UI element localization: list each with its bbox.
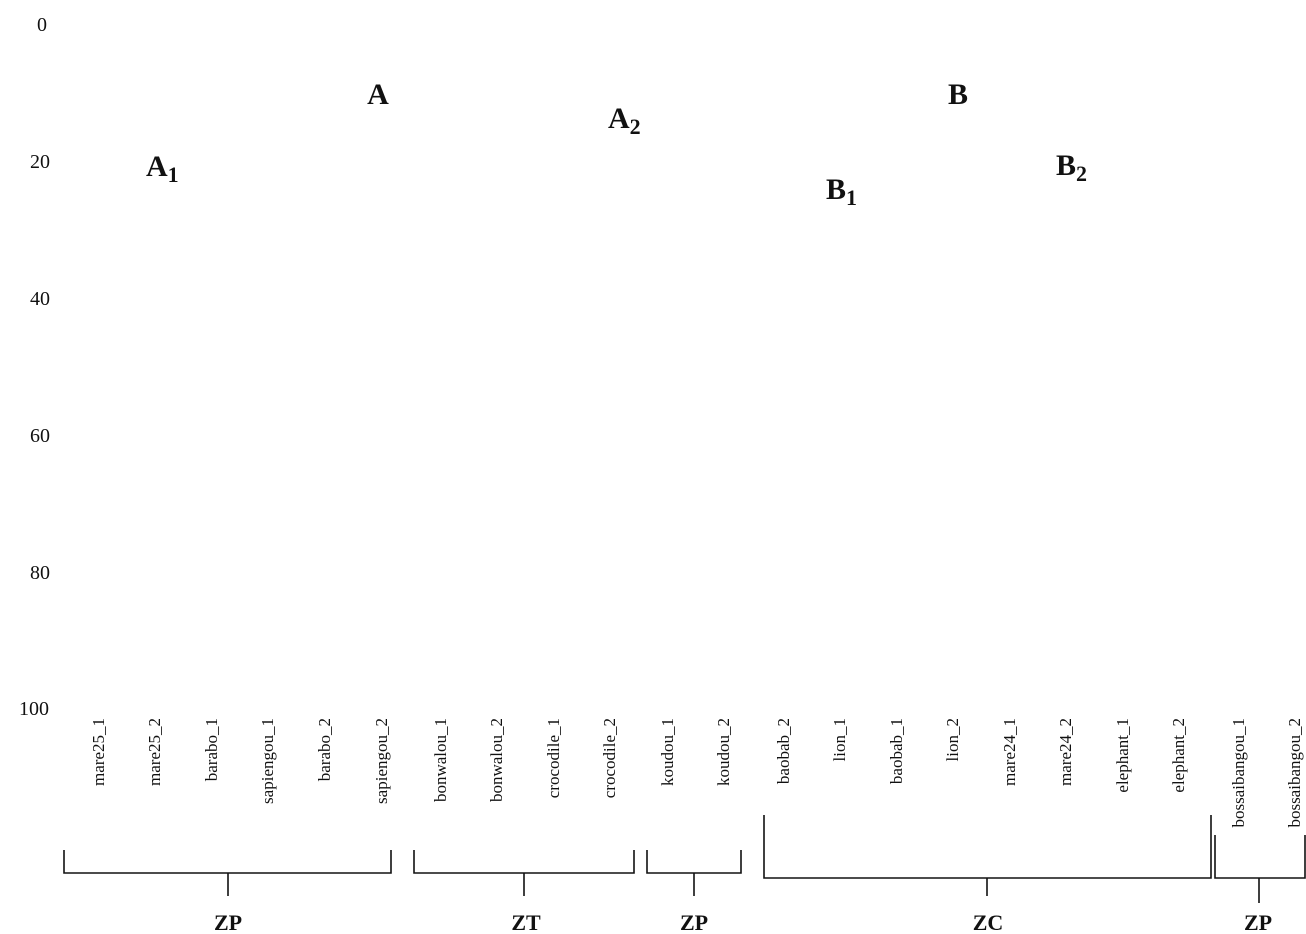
leaf-label: lion_2 [943,718,962,761]
cluster-label-b1: B1 [826,173,857,210]
y-axis: 0 20 40 60 80 100 [19,14,50,720]
cluster-label-a2: A2 [608,102,641,139]
leaf-label: bossaibangou_2 [1285,718,1304,828]
leaf-label: koudou_1 [658,718,677,786]
leaf-label: bonwalou_2 [487,718,506,802]
leaf-label: elephant_2 [1169,718,1188,793]
y-tick-40: 40 [30,288,50,310]
leaf-label: bonwalou_1 [431,718,450,802]
leaf-label: baobab_2 [774,718,793,784]
zone-bracket-zt [413,850,635,896]
leaf-label: elephant_1 [1113,718,1132,793]
leaf-label: mare25_2 [145,718,164,786]
leaf-label: barabo_1 [202,718,221,781]
zone-bracket-zc [763,815,1212,896]
zone-bracket-zp-2 [646,850,742,896]
y-tick-60: 60 [30,425,50,447]
cluster-labels: A A1 A2 B B1 B2 [146,78,1087,210]
y-tick-20: 20 [30,151,50,173]
cluster-label-a1: A1 [146,150,179,187]
zone-bracket-zp-1 [63,850,392,896]
zone-label-zp-3: ZP [1244,910,1272,934]
leaf-label: mare24_1 [1000,718,1019,786]
leaf-label: bossaibangou_1 [1229,718,1248,828]
leaf-label: barabo_2 [315,718,334,781]
leaf-label: mare25_1 [89,718,108,786]
leaf-label: mare24_2 [1056,718,1075,786]
zone-label-zp-2: ZP [680,910,708,934]
leaf-labels: mare25_1 mare25_2 barabo_1 sapiengou_1 barab… [89,718,1304,828]
leaf-label: crocodile_2 [600,718,619,798]
zone-bracket-zp-3 [1214,835,1306,903]
zone-brackets [63,815,1306,903]
leaf-label: koudou_2 [714,718,733,786]
leaf-label: crocodile_1 [544,718,563,798]
leaf-label: sapiengou_2 [372,718,391,804]
leaf-label: baobab_1 [887,718,906,784]
zone-label-zc: ZC [973,910,1004,934]
y-tick-100: 100 [19,698,49,720]
leaf-label: sapiengou_1 [258,718,277,804]
y-tick-0: 0 [37,14,47,36]
zone-label-zp-1: ZP [214,910,242,934]
zone-labels: ZP ZT ZP ZC ZP [214,910,1272,934]
cluster-label-b2: B2 [1056,149,1087,186]
cluster-label-b: B [948,78,968,111]
y-tick-80: 80 [30,562,50,584]
cluster-label-a: A [367,78,389,111]
leaf-label: lion_1 [830,718,849,761]
zone-label-zt: ZT [511,910,541,934]
